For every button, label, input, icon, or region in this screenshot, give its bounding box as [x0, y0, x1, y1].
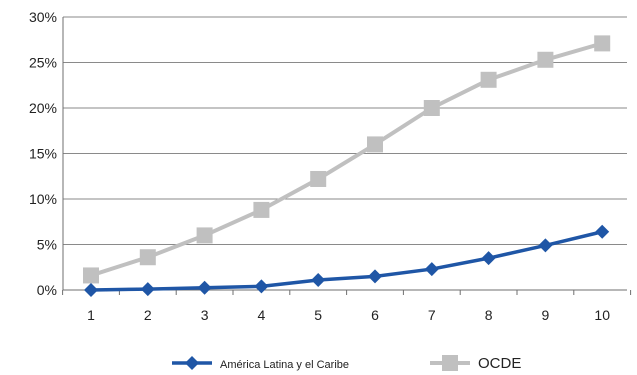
legend-label: OCDE	[478, 355, 521, 372]
x-axis-tick-labels: 1 2 3 4 5 6 7 8 9 10	[87, 307, 610, 323]
data-point	[480, 71, 497, 88]
data-point	[538, 238, 553, 253]
x-tick-label: 2	[144, 307, 152, 323]
gridlines	[63, 16, 627, 245]
series-line	[90, 230, 603, 292]
x-tick-label: 3	[201, 307, 209, 323]
legend-item-ocde: OCDE	[430, 355, 521, 372]
x-tick-label: 8	[485, 307, 493, 323]
legend-item-america-latina: América Latina y el Caribe	[172, 356, 349, 371]
data-point	[196, 227, 213, 244]
data-point	[254, 279, 269, 294]
y-tick-label: 0%	[37, 282, 57, 298]
x-tick-label: 6	[371, 307, 379, 323]
legend: América Latina y el Caribe OCDE	[172, 355, 521, 372]
data-point	[311, 272, 326, 287]
data-point	[197, 280, 212, 295]
y-tick-label: 5%	[37, 237, 57, 253]
x-tick-label: 1	[87, 307, 95, 323]
data-point	[424, 262, 439, 277]
data-point	[140, 282, 155, 297]
data-point	[310, 170, 327, 187]
data-point	[368, 269, 382, 284]
data-point	[84, 283, 98, 297]
data-point	[481, 251, 496, 266]
x-tick-label: 7	[428, 307, 436, 323]
series-line	[90, 41, 603, 278]
y-tick-label: 10%	[29, 191, 57, 207]
data-point	[423, 100, 440, 116]
y-tick-label: 30%	[29, 9, 57, 25]
y-tick-label: 20%	[29, 100, 57, 116]
x-tick-label: 5	[314, 307, 322, 323]
data-point	[595, 224, 610, 239]
plot-series	[83, 35, 611, 297]
y-tick-label: 25%	[29, 55, 57, 71]
legend-diamond-icon	[185, 356, 199, 370]
legend-label: América Latina y el Caribe	[220, 359, 349, 371]
data-point	[139, 249, 156, 266]
y-tick-label: 15%	[29, 146, 57, 162]
data-point	[83, 267, 99, 284]
series-america-latina	[84, 224, 610, 297]
x-tick-label: 10	[594, 307, 610, 323]
data-point	[367, 136, 383, 153]
series-ocde	[83, 35, 611, 284]
x-tick-label: 4	[258, 307, 266, 323]
x-tick-label: 9	[542, 307, 550, 323]
data-point	[537, 51, 554, 68]
y-axis-tick-labels: 0% 5% 10% 15% 20% 25% 30%	[29, 9, 57, 298]
data-point	[594, 35, 611, 52]
legend-square-icon	[442, 355, 458, 371]
data-point	[253, 201, 270, 218]
